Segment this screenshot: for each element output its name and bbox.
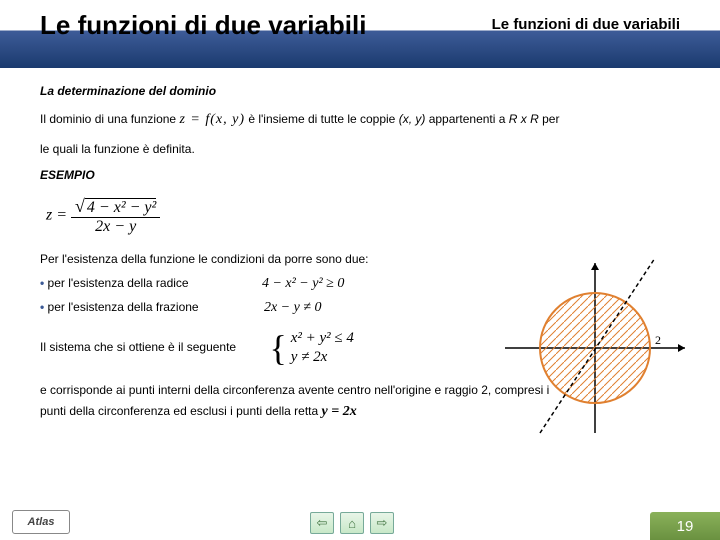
domain-diagram: 2 [500,258,690,438]
page-subtitle: Le funzioni di due variabili [492,16,680,33]
main-formula: z = √4 − x² − y² 2x − y [46,196,160,236]
logo: Atlas [12,510,70,534]
nav-buttons: ⇦ ⌂ ⇨ [310,512,394,534]
example-label: ESEMPIO [40,168,680,182]
nav-next-button[interactable]: ⇨ [370,512,394,534]
page-number: 19 [650,512,720,540]
domain-definition-line2: le quali la funzione è definita. [40,142,680,156]
page-title: Le funzioni di due variabili [40,10,366,41]
nav-home-button[interactable]: ⌂ [340,512,364,534]
nav-prev-button[interactable]: ⇦ [310,512,334,534]
svg-text:2: 2 [655,333,661,347]
domain-definition-line1: Il dominio di una funzione z = f(x, y) è… [40,112,680,128]
section-title: La determinazione del dominio [40,84,680,98]
